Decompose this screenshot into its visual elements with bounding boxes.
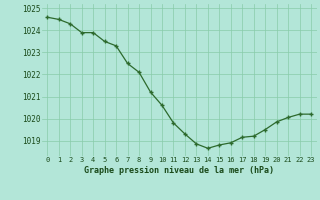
X-axis label: Graphe pression niveau de la mer (hPa): Graphe pression niveau de la mer (hPa) [84,166,274,175]
